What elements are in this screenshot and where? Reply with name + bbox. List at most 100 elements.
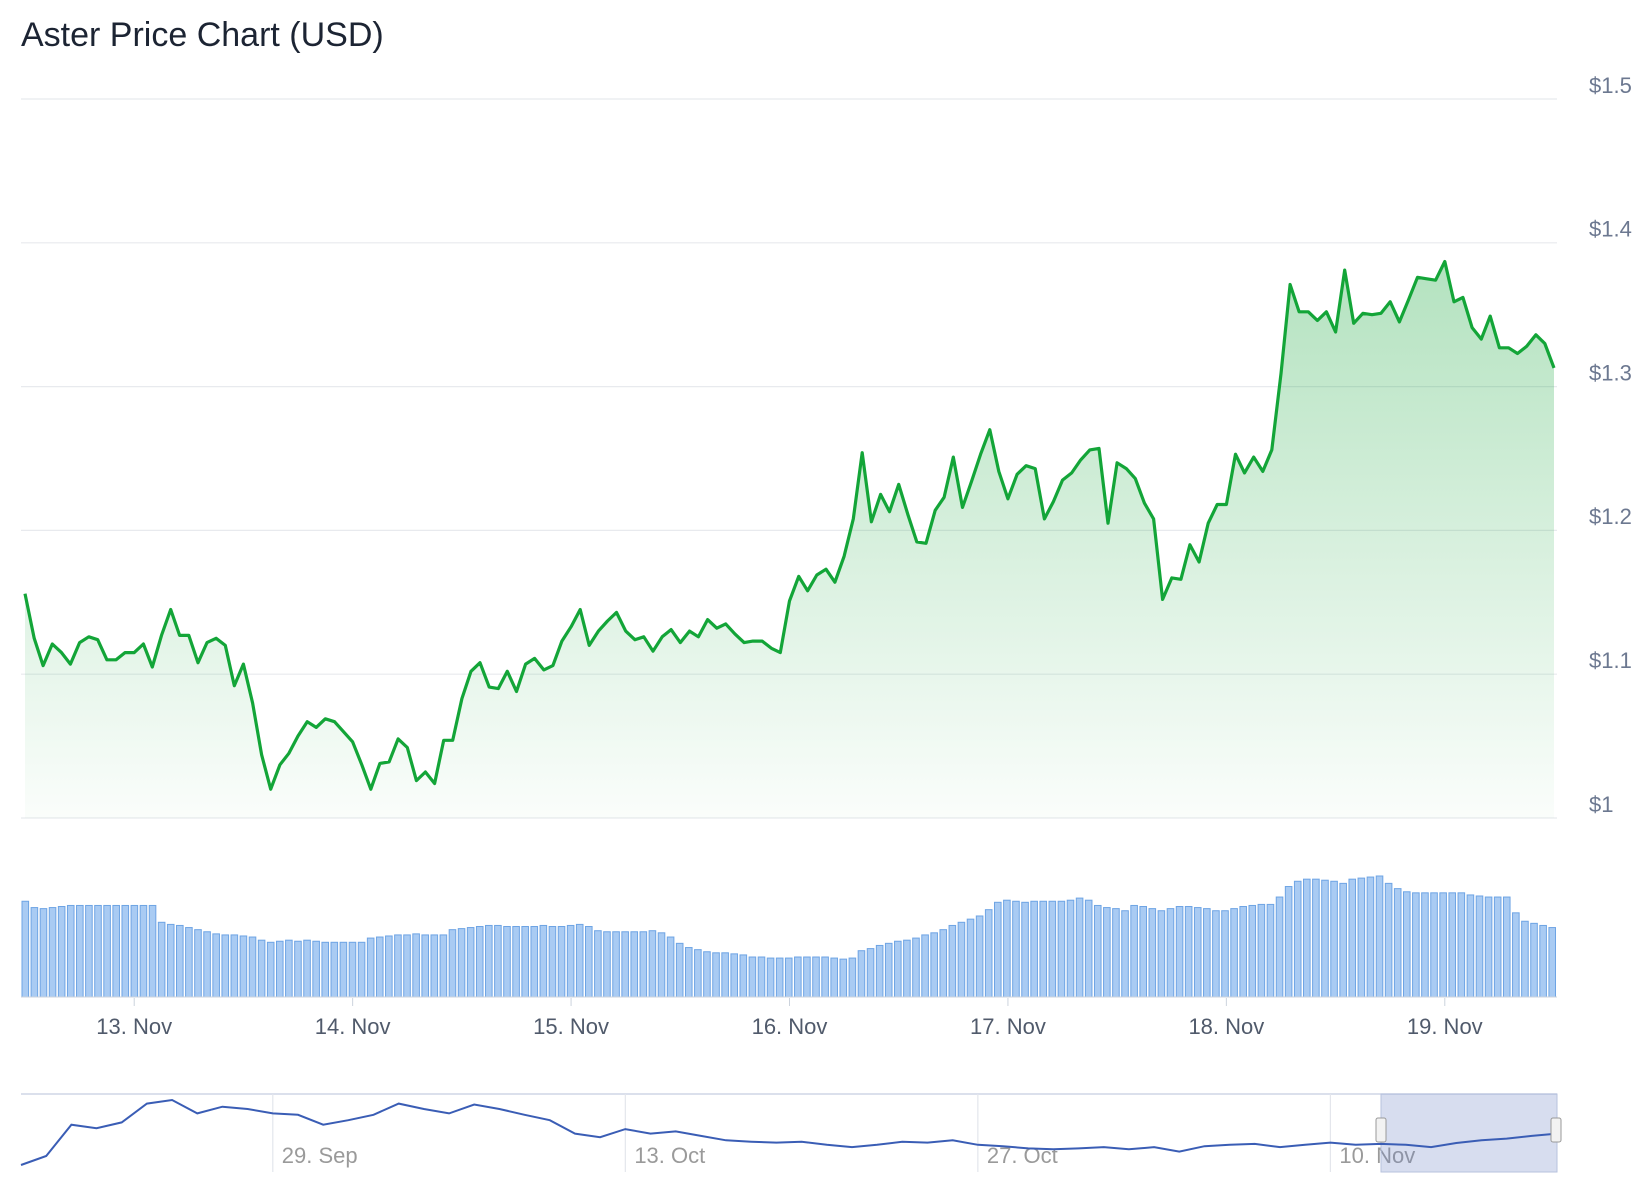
volume-bar (439, 934, 448, 998)
volume-bar (157, 921, 166, 998)
volume-bar (657, 932, 666, 998)
volume-bar (830, 957, 838, 998)
volume-bar (630, 931, 639, 998)
y-tick-label: $1.4 (1589, 217, 1632, 242)
volume-bar (76, 904, 84, 998)
volume-bar (1321, 879, 1329, 998)
volume-bar (1521, 920, 1529, 998)
volume-bar (1139, 906, 1148, 998)
volume-bar (784, 957, 793, 998)
volume-bar (721, 952, 729, 998)
volume-bar (1248, 904, 1257, 998)
volume-bar (1030, 900, 1038, 998)
volume-bar (775, 957, 784, 998)
volume-bar (939, 929, 948, 998)
volume-bar (1357, 877, 1366, 998)
navigator-line (20, 1098, 1558, 1166)
volume-bar (821, 956, 829, 998)
volume-bar (1093, 904, 1102, 998)
x-tick-label: 13. Nov (96, 1014, 172, 1039)
volume-bar (1421, 892, 1429, 998)
volume-bar (803, 956, 811, 998)
volume-bar (21, 900, 30, 998)
x-tick-label: 15. Nov (533, 1014, 609, 1039)
navigator-selection (1380, 1093, 1558, 1173)
volume-bar (1530, 922, 1538, 998)
y-tick-label: $1 (1589, 792, 1613, 817)
volume-bar (1130, 904, 1138, 998)
volume-bar (1157, 910, 1166, 998)
volume-bar (848, 957, 857, 998)
volume-bar (639, 931, 648, 998)
volume-bar (203, 931, 211, 998)
volume-bar (684, 947, 693, 998)
volume-bar (294, 940, 302, 998)
volume-bar (503, 926, 511, 998)
volume-bar (176, 924, 184, 998)
volume-bar (1512, 912, 1520, 998)
volume-bar (984, 909, 993, 998)
volume-bar (1339, 882, 1347, 998)
volume-bar (930, 932, 938, 998)
volume-bar (1484, 896, 1493, 998)
volume-bar (1057, 900, 1066, 998)
chart-title: Aster Price Chart (USD) (21, 16, 384, 54)
volume-bar (585, 926, 593, 998)
volume-bar (1548, 927, 1557, 998)
volume-bar (303, 939, 311, 998)
volume-bar (1303, 878, 1311, 998)
volume-bar (1021, 901, 1029, 998)
volume-bar (1012, 900, 1020, 998)
volume-bar (875, 944, 884, 998)
volume-bar (1430, 892, 1438, 998)
volume-bar (1284, 886, 1293, 998)
volume-bar (594, 930, 602, 998)
volume-bar (39, 908, 48, 998)
volume-bar (1239, 906, 1247, 998)
volume-bar (48, 907, 57, 998)
volume-bar (1066, 899, 1075, 998)
volume-bar (884, 942, 893, 998)
volume-bar (375, 936, 384, 998)
volume-bar (1466, 894, 1475, 998)
volume-bar (621, 931, 629, 998)
y-tick-label: $1.1 (1589, 648, 1632, 673)
volume-bar (430, 934, 439, 998)
volume-bar (948, 924, 957, 998)
volume-bar (457, 928, 466, 998)
volume-bar (648, 930, 657, 998)
volume-bar (575, 923, 584, 998)
volume-bar (185, 927, 193, 998)
volume-bar (121, 904, 130, 998)
volume-bar (1275, 896, 1284, 998)
volume-bar (1439, 892, 1447, 998)
volume-bar (385, 935, 393, 998)
volume-bar (30, 907, 39, 998)
volume-bar (285, 939, 293, 998)
volume-bar (603, 931, 611, 998)
x-tick-label: 16. Nov (752, 1014, 828, 1039)
volume-bar (1375, 875, 1384, 998)
volume-bar (730, 953, 739, 998)
volume-bar (239, 935, 248, 998)
volume-bar (548, 926, 557, 998)
volume-bar (993, 901, 1002, 998)
navigator-handle (1550, 1117, 1562, 1143)
volume-bar (1393, 888, 1402, 998)
volume-bar (530, 926, 539, 998)
volume-bar (412, 933, 420, 998)
volume-bar (521, 926, 529, 998)
volume-bar (866, 948, 875, 998)
volume-bar (757, 956, 766, 998)
volume-bar (1475, 895, 1484, 998)
volume-bar (248, 936, 257, 998)
volume-bar (466, 927, 475, 998)
volume-bar (394, 934, 402, 998)
y-tick-label: $1.5 (1589, 73, 1632, 98)
volume-bar (348, 941, 357, 998)
volume-bar (1203, 908, 1211, 998)
volume-bar (494, 924, 502, 998)
volume-bar (1103, 907, 1111, 998)
volume-bar (1448, 892, 1457, 998)
